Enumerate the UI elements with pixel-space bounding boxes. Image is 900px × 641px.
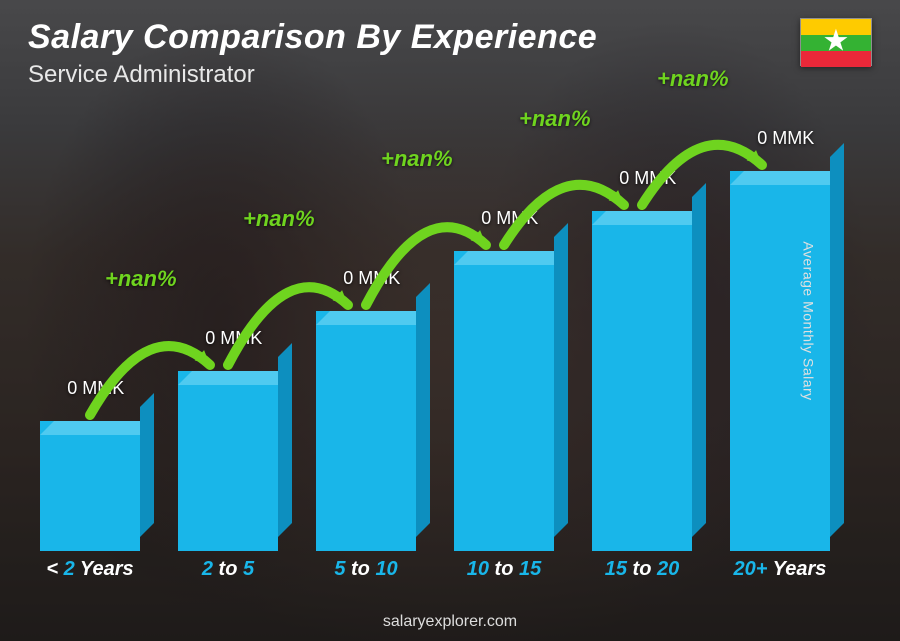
value-label: 0 MMK — [67, 378, 124, 399]
value-label: 0 MMK — [757, 128, 814, 149]
bar — [454, 251, 554, 551]
bar-side — [140, 393, 154, 537]
category-label: 20+ Years — [720, 558, 840, 581]
value-label: 0 MMK — [481, 208, 538, 229]
value-label: 0 MMK — [205, 328, 262, 349]
category-label: < 2 Years — [30, 558, 150, 581]
bar-slot: 0 MMK+nan% — [582, 211, 702, 551]
bar-top — [592, 211, 706, 225]
category-label: 5 to 10 — [306, 558, 426, 581]
category-label: 15 to 20 — [582, 558, 702, 581]
delta-label: +nan% — [381, 146, 453, 172]
bar — [178, 371, 278, 551]
chart-area: 0 MMK0 MMK+nan%0 MMK+nan%0 MMK+nan%0 MMK… — [30, 120, 840, 581]
bar-slot: 0 MMK+nan% — [306, 311, 426, 551]
bar-front — [592, 211, 692, 551]
bar-side — [830, 143, 844, 537]
header: Salary Comparison By Experience Service … — [28, 18, 872, 89]
category-row: < 2 Years 2 to 5 5 to 10 10 to 15 15 to 20 20… — [30, 558, 840, 581]
bar-slot: 0 MMK+nan% — [168, 371, 288, 551]
country-flag-myanmar: ★ — [800, 18, 872, 66]
bar — [40, 421, 140, 551]
bar — [592, 211, 692, 551]
value-label: 0 MMK — [343, 268, 400, 289]
bar — [316, 311, 416, 551]
bar-top — [316, 311, 430, 325]
bar-top — [454, 251, 568, 265]
bar-front — [178, 371, 278, 551]
chart-subtitle: Service Administrator — [28, 61, 872, 89]
bar-top — [40, 421, 154, 435]
bar-slot: 0 MMK — [30, 421, 150, 551]
category-label: 2 to 5 — [168, 558, 288, 581]
footer-site: salaryexplorer.com — [0, 613, 900, 631]
bar-side — [416, 283, 430, 537]
bar-front — [40, 421, 140, 551]
chart-title: Salary Comparison By Experience — [28, 18, 872, 57]
flag-star-icon: ★ — [823, 26, 850, 56]
value-label: 0 MMK — [619, 168, 676, 189]
bar-side — [554, 223, 568, 537]
bar-slot: 0 MMK+nan% — [720, 171, 840, 551]
bar-side — [692, 183, 706, 537]
bar-front — [454, 251, 554, 551]
bar-front — [316, 311, 416, 551]
category-label: 10 to 15 — [444, 558, 564, 581]
bar-top — [730, 171, 844, 185]
bars-row: 0 MMK0 MMK+nan%0 MMK+nan%0 MMK+nan%0 MMK… — [30, 121, 840, 551]
delta-label: +nan% — [105, 266, 177, 292]
bar-slot: 0 MMK+nan% — [444, 251, 564, 551]
bar-side — [278, 343, 292, 537]
bar-top — [178, 371, 292, 385]
y-axis-label: Average Monthly Salary — [800, 241, 816, 400]
delta-label: +nan% — [243, 206, 315, 232]
